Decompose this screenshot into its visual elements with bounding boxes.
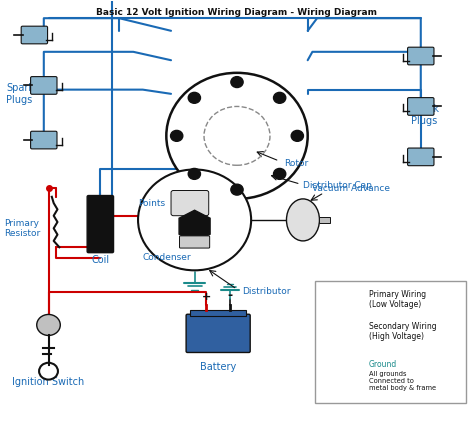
FancyBboxPatch shape — [31, 131, 57, 149]
Circle shape — [166, 73, 308, 199]
FancyBboxPatch shape — [190, 310, 246, 316]
FancyBboxPatch shape — [186, 314, 250, 352]
Text: Points: Points — [138, 198, 165, 208]
Circle shape — [188, 92, 201, 103]
Circle shape — [36, 314, 60, 335]
Text: Spark
Plugs: Spark Plugs — [6, 83, 34, 104]
FancyBboxPatch shape — [171, 190, 209, 216]
Circle shape — [171, 130, 183, 141]
Circle shape — [138, 170, 251, 270]
Circle shape — [231, 77, 243, 88]
FancyBboxPatch shape — [408, 47, 434, 65]
Text: Ground: Ground — [369, 360, 397, 369]
FancyBboxPatch shape — [87, 195, 114, 253]
Text: Condenser: Condenser — [143, 253, 191, 262]
Text: +: + — [202, 292, 211, 302]
Ellipse shape — [286, 199, 319, 241]
Text: All grounds
Connected to
metal body & frame: All grounds Connected to metal body & fr… — [369, 371, 436, 391]
Text: Spark
Plugs: Spark Plugs — [411, 104, 439, 126]
Circle shape — [188, 168, 201, 179]
FancyBboxPatch shape — [180, 236, 210, 248]
Text: Secondary Wiring
(High Voltage): Secondary Wiring (High Voltage) — [369, 321, 437, 341]
Text: Distributor Cap: Distributor Cap — [303, 181, 372, 190]
Text: Rotor: Rotor — [284, 159, 309, 168]
Circle shape — [273, 92, 286, 103]
Text: Primary
Resistor: Primary Resistor — [4, 219, 40, 238]
FancyBboxPatch shape — [408, 148, 434, 166]
Text: Basic 12 Volt Ignition Wiring Diagram - Wiring Diagram: Basic 12 Volt Ignition Wiring Diagram - … — [97, 8, 377, 16]
FancyBboxPatch shape — [21, 26, 47, 44]
FancyBboxPatch shape — [408, 98, 434, 115]
Circle shape — [273, 168, 286, 179]
Text: Vacuum Advance: Vacuum Advance — [312, 184, 391, 193]
Text: Coil: Coil — [91, 255, 109, 265]
Text: Distributor: Distributor — [242, 287, 290, 296]
FancyBboxPatch shape — [315, 281, 465, 403]
FancyBboxPatch shape — [319, 217, 330, 223]
Text: Primary Wiring
(Low Voltage): Primary Wiring (Low Voltage) — [369, 290, 426, 310]
Text: -: - — [228, 289, 232, 302]
Text: Ignition Switch: Ignition Switch — [12, 377, 85, 387]
Circle shape — [291, 130, 303, 141]
FancyBboxPatch shape — [31, 77, 57, 94]
Text: Battery: Battery — [200, 362, 236, 372]
Circle shape — [231, 184, 243, 195]
